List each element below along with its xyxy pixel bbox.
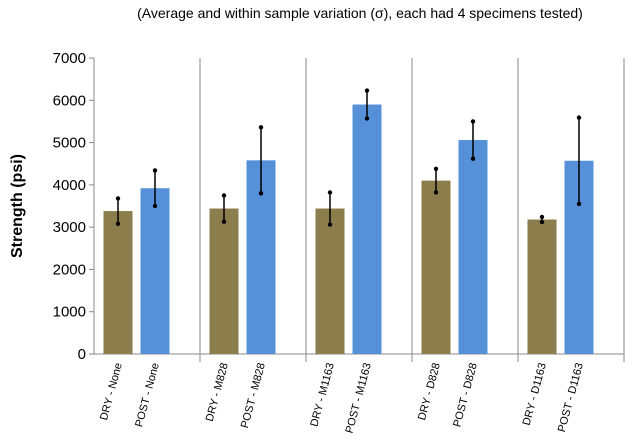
bar bbox=[352, 104, 382, 354]
bar bbox=[140, 188, 170, 354]
bar bbox=[103, 211, 133, 354]
error-bar bbox=[152, 168, 158, 209]
error-bar bbox=[576, 115, 582, 207]
error-bar-part bbox=[221, 219, 227, 224]
error-bar-part bbox=[470, 119, 476, 124]
y-tick-label: 7000 bbox=[53, 50, 86, 67]
y-tick-label: 0 bbox=[78, 346, 86, 363]
x-tick-label: DRY - M1163 bbox=[308, 362, 337, 428]
error-bar-part bbox=[115, 196, 121, 201]
error-bar bbox=[221, 193, 227, 224]
error-bar-part bbox=[470, 156, 476, 161]
error-bar-part bbox=[364, 116, 370, 121]
y-tick-label: 1000 bbox=[53, 304, 86, 321]
error-bar-part bbox=[539, 214, 545, 220]
y-axis-label: Strength (psi) bbox=[9, 154, 26, 258]
error-bar-part bbox=[327, 222, 333, 227]
error-bar-part bbox=[364, 88, 370, 93]
y-tick-label: 3000 bbox=[53, 219, 86, 236]
chart-title: (Average and within sample variation (σ)… bbox=[137, 5, 583, 21]
bar bbox=[421, 180, 451, 354]
y-tick-label: 5000 bbox=[53, 135, 86, 152]
bar bbox=[527, 219, 557, 354]
x-tick-label: DRY - D1163 bbox=[521, 362, 549, 427]
error-bar-part bbox=[327, 190, 333, 195]
error-bar-part bbox=[433, 166, 439, 171]
bar bbox=[315, 208, 345, 354]
error-bar-part bbox=[433, 190, 439, 195]
x-tick-label: POST - None bbox=[133, 362, 162, 429]
error-bar-part bbox=[152, 203, 158, 209]
error-bar-part bbox=[258, 191, 264, 196]
error-bar bbox=[258, 125, 264, 196]
bar bbox=[209, 208, 239, 354]
y-tick-label: 4000 bbox=[53, 177, 86, 194]
error-bar-part bbox=[152, 168, 158, 173]
error-bar bbox=[539, 214, 545, 225]
error-bar bbox=[115, 196, 121, 226]
x-tick-label: POST - D1163 bbox=[556, 362, 586, 434]
x-tick-label: POST - M828 bbox=[239, 362, 268, 430]
error-bar bbox=[470, 119, 476, 161]
y-tick-label: 6000 bbox=[53, 92, 86, 109]
x-tick-label: POST - D828 bbox=[451, 362, 480, 429]
bar bbox=[458, 140, 488, 354]
error-bar-part bbox=[221, 193, 227, 198]
error-bar bbox=[327, 190, 333, 227]
x-tick-label: DRY - M828 bbox=[204, 362, 231, 423]
error-bar-part bbox=[258, 125, 264, 130]
x-tick-label: DRY - None bbox=[98, 362, 125, 422]
error-bar bbox=[364, 88, 370, 121]
error-bar-part bbox=[115, 221, 121, 226]
error-bar-part bbox=[576, 201, 582, 207]
error-bar bbox=[433, 166, 439, 195]
error-bar-part bbox=[539, 219, 545, 225]
x-tick-label: DRY - D828 bbox=[416, 362, 443, 422]
x-tick-label: POST - M1163 bbox=[344, 362, 374, 435]
y-tick-label: 2000 bbox=[53, 261, 86, 278]
error-bar-part bbox=[576, 115, 582, 120]
